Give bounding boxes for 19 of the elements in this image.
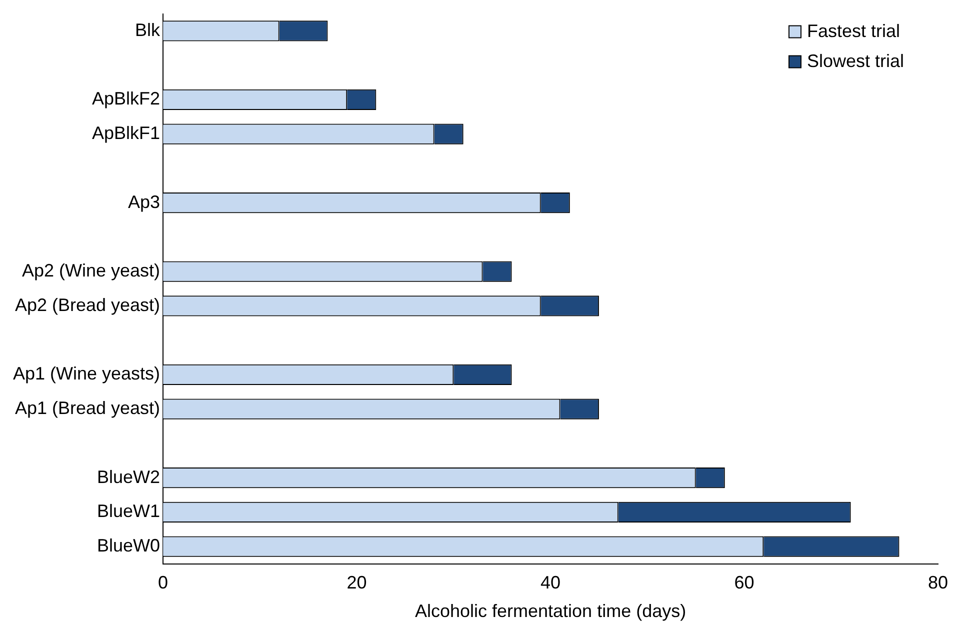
y-tick-label: BlueW2	[97, 466, 160, 487]
y-tick-label: BlueW1	[97, 501, 160, 522]
legend-label: Fastest trial	[806, 20, 900, 41]
legend-label: Slowest trial	[806, 50, 904, 71]
y-tick-label: ApBlkF2	[92, 88, 160, 109]
y-tick-label: BlueW0	[97, 536, 160, 556]
x-tick-label: 0	[158, 572, 168, 593]
y-tick-label: Ap1 (Bread yeast)	[14, 398, 160, 418]
x-tick-label: 20	[346, 572, 367, 593]
x-tick-label: 60	[734, 572, 754, 593]
x-axis-title: Alcoholic fermentation time (days)	[414, 601, 686, 622]
y-tick-label: ApBlkF1	[92, 123, 160, 144]
x-tick-label: 40	[540, 572, 561, 593]
y-tick-label: Ap1 (Wine yeasts)	[12, 364, 160, 384]
y-tick-label: Ap2 (Bread yeast)	[14, 294, 160, 315]
y-tick-label: Ap3	[128, 192, 160, 212]
x-tick-label: 80	[928, 572, 948, 593]
y-tick-label: Ap2 (Wine yeast)	[22, 260, 160, 281]
y-tick-label: Blk	[135, 20, 162, 40]
